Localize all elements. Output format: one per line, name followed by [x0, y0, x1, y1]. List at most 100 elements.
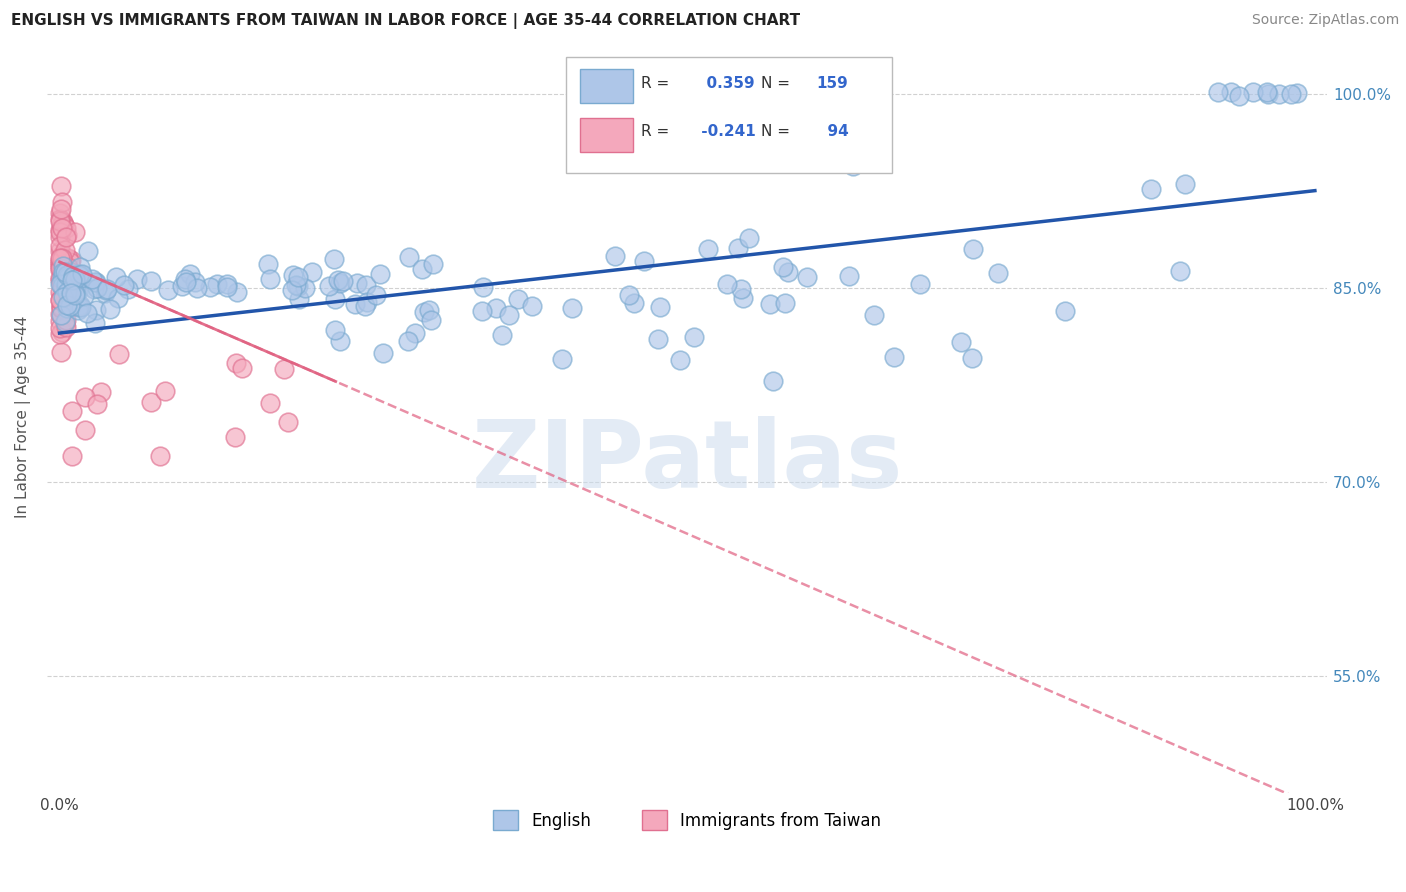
Point — [76, 244, 98, 259]
Point — [883, 350, 905, 364]
Point — [472, 280, 495, 294]
Text: 0.359: 0.359 — [696, 76, 755, 91]
Point — [259, 396, 281, 410]
Point — [49, 239, 72, 253]
Point — [520, 299, 543, 313]
Point — [683, 329, 706, 343]
Point — [796, 269, 818, 284]
Point — [716, 277, 738, 292]
Point — [758, 296, 780, 310]
Point — [287, 278, 309, 293]
Point — [619, 288, 641, 302]
Point — [67, 267, 90, 281]
Point — [60, 449, 83, 463]
Point — [198, 280, 221, 294]
Point — [59, 299, 82, 313]
Point — [1220, 85, 1243, 99]
Point — [52, 215, 75, 229]
Point — [49, 249, 72, 263]
Point — [51, 220, 73, 235]
Point — [55, 315, 77, 329]
Point — [1241, 85, 1264, 99]
Point — [66, 267, 89, 281]
Point — [366, 287, 388, 301]
Point — [55, 317, 77, 331]
Point — [323, 322, 346, 336]
Point — [231, 361, 253, 376]
Point — [323, 252, 346, 266]
Point — [396, 334, 419, 348]
Point — [80, 272, 103, 286]
Point — [52, 218, 75, 232]
Point — [422, 257, 444, 271]
Point — [52, 305, 75, 319]
Point — [59, 255, 82, 269]
Point — [404, 326, 426, 340]
Text: ENGLISH VS IMMIGRANTS FROM TAIWAN IN LABOR FORCE | AGE 35-44 CORRELATION CHART: ENGLISH VS IMMIGRANTS FROM TAIWAN IN LAB… — [11, 13, 800, 29]
Point — [53, 293, 76, 307]
Point — [49, 277, 72, 292]
Point — [51, 256, 73, 270]
Point — [141, 275, 163, 289]
Point — [962, 242, 984, 256]
Text: Source: ZipAtlas.com: Source: ZipAtlas.com — [1251, 13, 1399, 28]
Point — [842, 159, 865, 173]
Point — [55, 220, 77, 235]
Point — [647, 332, 669, 346]
Point — [86, 397, 108, 411]
Point — [55, 285, 77, 299]
Point — [53, 288, 76, 302]
Text: R =: R = — [641, 124, 675, 139]
Point — [346, 276, 368, 290]
Point — [49, 244, 72, 258]
Point — [371, 345, 394, 359]
Text: R =: R = — [641, 76, 675, 91]
Point — [561, 301, 583, 315]
Point — [669, 352, 692, 367]
Point — [862, 308, 884, 322]
Point — [153, 384, 176, 398]
Point — [184, 275, 207, 289]
Point — [96, 282, 118, 296]
Point — [107, 347, 129, 361]
Point — [73, 390, 96, 404]
Point — [205, 277, 228, 292]
Point — [63, 286, 86, 301]
Point — [52, 262, 75, 277]
Point — [90, 384, 112, 399]
Point — [55, 290, 77, 304]
Point — [83, 283, 105, 297]
Point — [738, 231, 761, 245]
Point — [59, 285, 82, 300]
Point — [329, 334, 352, 349]
Legend: English, Immigrants from Taiwan: English, Immigrants from Taiwan — [486, 803, 887, 837]
Point — [411, 262, 433, 277]
Point — [550, 352, 572, 367]
Y-axis label: In Labor Force | Age 35-44: In Labor Force | Age 35-44 — [15, 316, 31, 518]
Point — [48, 223, 70, 237]
Point — [55, 277, 77, 291]
Point — [1256, 86, 1278, 100]
Point — [217, 277, 239, 291]
Point — [51, 251, 73, 265]
Point — [225, 285, 247, 299]
Point — [84, 302, 107, 317]
Text: 94: 94 — [817, 124, 848, 139]
Point — [105, 269, 128, 284]
Point — [65, 225, 87, 239]
Point — [281, 268, 304, 283]
Point — [648, 300, 671, 314]
Point — [56, 269, 79, 284]
Point — [62, 268, 84, 283]
Text: N =: N = — [762, 124, 796, 139]
Point — [49, 289, 72, 303]
Point — [56, 301, 79, 315]
Point — [353, 299, 375, 313]
Point — [287, 270, 309, 285]
Point — [1168, 264, 1191, 278]
Point — [70, 268, 93, 282]
Point — [62, 279, 84, 293]
Point — [156, 283, 179, 297]
Point — [48, 293, 70, 307]
Text: ZIPatlas: ZIPatlas — [471, 417, 903, 508]
